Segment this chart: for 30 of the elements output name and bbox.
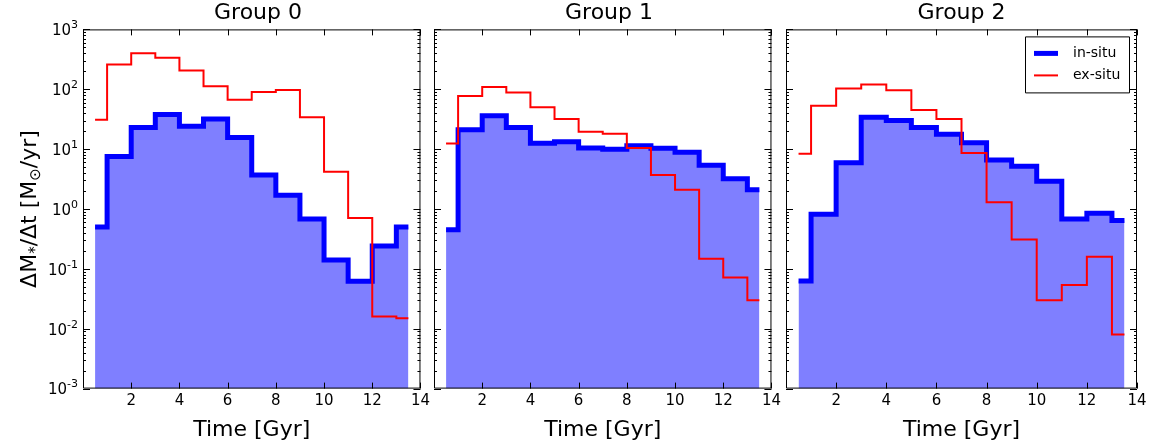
x-tick-label: 14 bbox=[1127, 391, 1147, 410]
x-tick-label: 8 bbox=[622, 391, 632, 410]
x-tick-label: 8 bbox=[271, 391, 281, 410]
x-tick-label: 10 bbox=[314, 391, 334, 410]
x-tick-label: 10 bbox=[665, 391, 685, 410]
x-tick-label: 2 bbox=[477, 391, 487, 410]
x-tick-label: 6 bbox=[573, 391, 584, 410]
legend-label: in-situ bbox=[1073, 44, 1117, 61]
x-tick-label: 2 bbox=[126, 391, 136, 410]
x-tick-label: 6 bbox=[222, 391, 233, 410]
chart-title: Group 2 bbox=[917, 0, 1006, 24]
chart-title: Group 0 bbox=[214, 0, 302, 24]
chart-title: Group 1 bbox=[565, 0, 653, 24]
x-tick-label: 12 bbox=[362, 391, 382, 410]
x-tick-label: 2 bbox=[831, 391, 841, 410]
x-tick-label: 10 bbox=[1027, 391, 1047, 410]
x-tick-label: 12 bbox=[1077, 391, 1097, 410]
x-tick-label: 14 bbox=[410, 391, 430, 410]
x-axis-title: Time [Gyr] bbox=[901, 415, 1021, 441]
x-tick-label: 8 bbox=[981, 391, 992, 410]
x-axis-title: Time [Gyr] bbox=[192, 415, 311, 441]
legend-label: ex-situ bbox=[1073, 66, 1121, 83]
x-axis-title: Time [Gyr] bbox=[543, 415, 662, 441]
x-tick-label: 4 bbox=[525, 391, 536, 410]
x-tick-label: 4 bbox=[881, 391, 892, 410]
x-tick-label: 6 bbox=[931, 391, 942, 410]
x-tick-label: 4 bbox=[174, 391, 185, 410]
x-tick-label: 12 bbox=[713, 391, 733, 410]
x-tick-label: 14 bbox=[761, 391, 781, 410]
y-axis-title: ΔM*/Δt [M⊙/yr] bbox=[15, 130, 45, 288]
